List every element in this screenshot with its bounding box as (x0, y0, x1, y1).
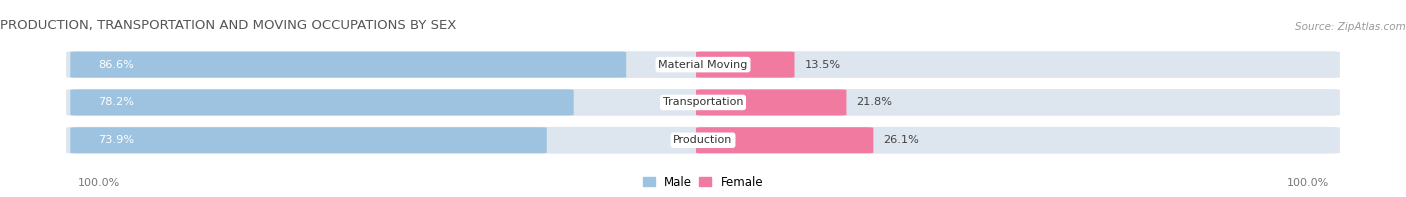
FancyBboxPatch shape (696, 52, 794, 78)
FancyBboxPatch shape (70, 52, 626, 78)
Text: 100.0%: 100.0% (1286, 178, 1329, 188)
Text: 73.9%: 73.9% (98, 135, 135, 145)
Text: 26.1%: 26.1% (883, 135, 920, 145)
Legend: Male, Female: Male, Female (643, 176, 763, 189)
FancyBboxPatch shape (696, 89, 846, 115)
FancyBboxPatch shape (696, 127, 873, 153)
Text: PRODUCTION, TRANSPORTATION AND MOVING OCCUPATIONS BY SEX: PRODUCTION, TRANSPORTATION AND MOVING OC… (0, 19, 457, 32)
Text: 100.0%: 100.0% (77, 178, 120, 188)
Text: Production: Production (673, 135, 733, 145)
Text: Source: ZipAtlas.com: Source: ZipAtlas.com (1295, 21, 1406, 32)
FancyBboxPatch shape (70, 89, 574, 115)
Text: 78.2%: 78.2% (98, 98, 135, 107)
Text: Material Moving: Material Moving (658, 60, 748, 70)
Text: Transportation: Transportation (662, 98, 744, 107)
Text: 21.8%: 21.8% (856, 98, 893, 107)
FancyBboxPatch shape (70, 127, 547, 153)
FancyBboxPatch shape (66, 127, 1340, 154)
FancyBboxPatch shape (66, 51, 1340, 78)
Text: 86.6%: 86.6% (98, 60, 135, 70)
FancyBboxPatch shape (66, 89, 1340, 116)
Text: 13.5%: 13.5% (804, 60, 841, 70)
